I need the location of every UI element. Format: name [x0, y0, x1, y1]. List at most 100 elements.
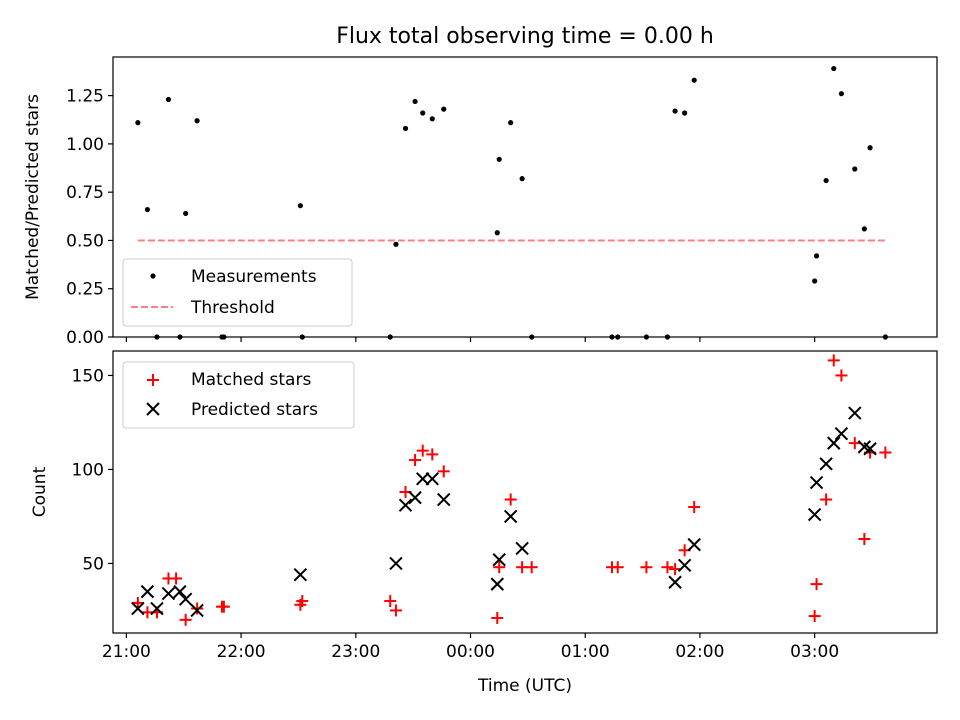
matched-stars-point [661, 561, 674, 574]
matched-stars-point [217, 600, 230, 613]
predicted-stars-point [173, 584, 187, 599]
measurement-point [412, 98, 418, 105]
x-tick-label: 00:00 [446, 642, 495, 662]
predicted-stars-point [416, 472, 430, 486]
bottom-y-axis-label: Count [30, 466, 50, 517]
matched-stars-point [170, 572, 183, 585]
predicted-stars-point [178, 592, 193, 606]
matched-stars-point [611, 561, 624, 574]
measurement-point [420, 110, 426, 116]
predicted-stars-point [161, 586, 176, 601]
matched-stars-point [640, 561, 653, 574]
predicted-stars-point [140, 584, 155, 599]
measurement-point [691, 77, 697, 83]
predicted-stars-point [150, 601, 164, 616]
matched-stars-point [688, 501, 701, 514]
predicted-stars-point [389, 556, 403, 571]
matched-stars-point [416, 444, 429, 457]
x-tick-label: 03:00 [790, 642, 839, 662]
predicted-stars-point [819, 457, 833, 471]
x-tick-label: 02:00 [675, 642, 724, 662]
top-panel: 0.00 0.25 0.50 0.75 1.00 1.25 Matched/Predict… [23, 56, 938, 348]
bottom-legend: Matched stars Predicted stars [122, 361, 355, 429]
measurement-point [429, 116, 435, 122]
top-axes-frame [112, 56, 938, 338]
measurement-point [682, 110, 688, 116]
x-tick-label: 22:00 [217, 642, 266, 662]
measurement-point [194, 118, 200, 124]
measurement-point [519, 176, 525, 182]
measurement-point [135, 120, 141, 126]
top-x-ticks [125, 337, 816, 342]
matched-stars-point [491, 611, 504, 624]
predicted-stars-point [687, 537, 701, 552]
y-tick-label: 1.25 [66, 87, 104, 107]
matched-stars-point [848, 437, 861, 450]
measurement-point [441, 106, 447, 112]
predicted-stars-point [131, 601, 145, 616]
bottom-y-ticks: 50 100 150 [72, 366, 113, 574]
predicted-stars-point [293, 568, 308, 582]
bottom-x-ticks: 21:00 22:00 23:00 00:00 01:00 02:00 03:00 [102, 633, 839, 662]
bottom-legend-box [122, 361, 355, 429]
predicted-stars-point [848, 406, 862, 420]
predicted-stars-point [408, 490, 422, 505]
matched-stars-point [827, 354, 840, 367]
matched-stars-point [879, 446, 892, 459]
legend-matched-label: Matched stars [191, 370, 311, 390]
matched-stars-point [384, 595, 397, 608]
legend-threshold-label: Threshold [190, 298, 275, 318]
predicted-stars-point [668, 575, 682, 589]
matched-stars-point [179, 613, 192, 626]
legend-predicted-marker [146, 402, 160, 416]
bottom-x-axis-label: Time (UTC) [477, 676, 572, 696]
y-tick-label: 0.75 [66, 183, 104, 203]
legend-predicted-label: Predicted stars [191, 400, 318, 420]
legend-matched-marker [147, 374, 159, 386]
measurement-point [494, 230, 500, 236]
predicted-stars-point [425, 472, 439, 486]
matched-stars-point [669, 563, 682, 576]
legend-measurements-label: Measurements [191, 267, 317, 287]
matched-stars-point [131, 596, 144, 609]
measurement-point [861, 226, 867, 232]
matched-stars-point [409, 454, 422, 467]
y-tick-label: 1.00 [66, 135, 104, 155]
measurement-point [297, 203, 303, 209]
measurement-point [508, 120, 514, 126]
predicted-stars-point [827, 436, 841, 450]
predicted-stars-point [809, 475, 824, 490]
matched-stars-point [835, 369, 848, 382]
legend-measurements-marker [150, 273, 156, 279]
measurement-point [812, 278, 818, 284]
measurement-point [393, 241, 399, 247]
matched-stars-point [858, 533, 871, 545]
matched-stars-point [810, 578, 823, 591]
top-y-axis-label: Matched/Predicted stars [23, 94, 43, 300]
top-legend: Measurements Threshold [122, 258, 353, 327]
y-tick-label: 150 [72, 366, 104, 386]
y-tick-label: 0.25 [66, 280, 104, 300]
predicted-stars-point [677, 558, 692, 573]
measurement-point [813, 253, 820, 259]
matched-stars-point [426, 448, 439, 461]
y-tick-label: 0.50 [66, 231, 104, 251]
measurement-point [402, 125, 409, 132]
measurement-point [831, 65, 837, 72]
measurement-point [867, 145, 873, 151]
x-tick-label: 01:00 [561, 642, 610, 662]
measurement-point [165, 96, 172, 103]
measurement-point [672, 108, 678, 114]
predicted-stars-point [398, 498, 413, 512]
bottom-axes-frame [112, 350, 938, 634]
bottom-panel: 50 100 150 21:00 22:00 23:00 00:00 01:00 02:00 0… [30, 350, 938, 696]
matched-stars-point [191, 602, 204, 615]
predicted-stars-point [515, 541, 529, 556]
predicted-stars-point [437, 492, 451, 507]
top-y-ticks: 0.00 0.25 0.50 0.75 1.00 1.25 [66, 87, 113, 348]
x-tick-label: 21:00 [102, 642, 151, 662]
matched-stars-point [525, 561, 538, 574]
matched-stars-point [437, 465, 450, 478]
